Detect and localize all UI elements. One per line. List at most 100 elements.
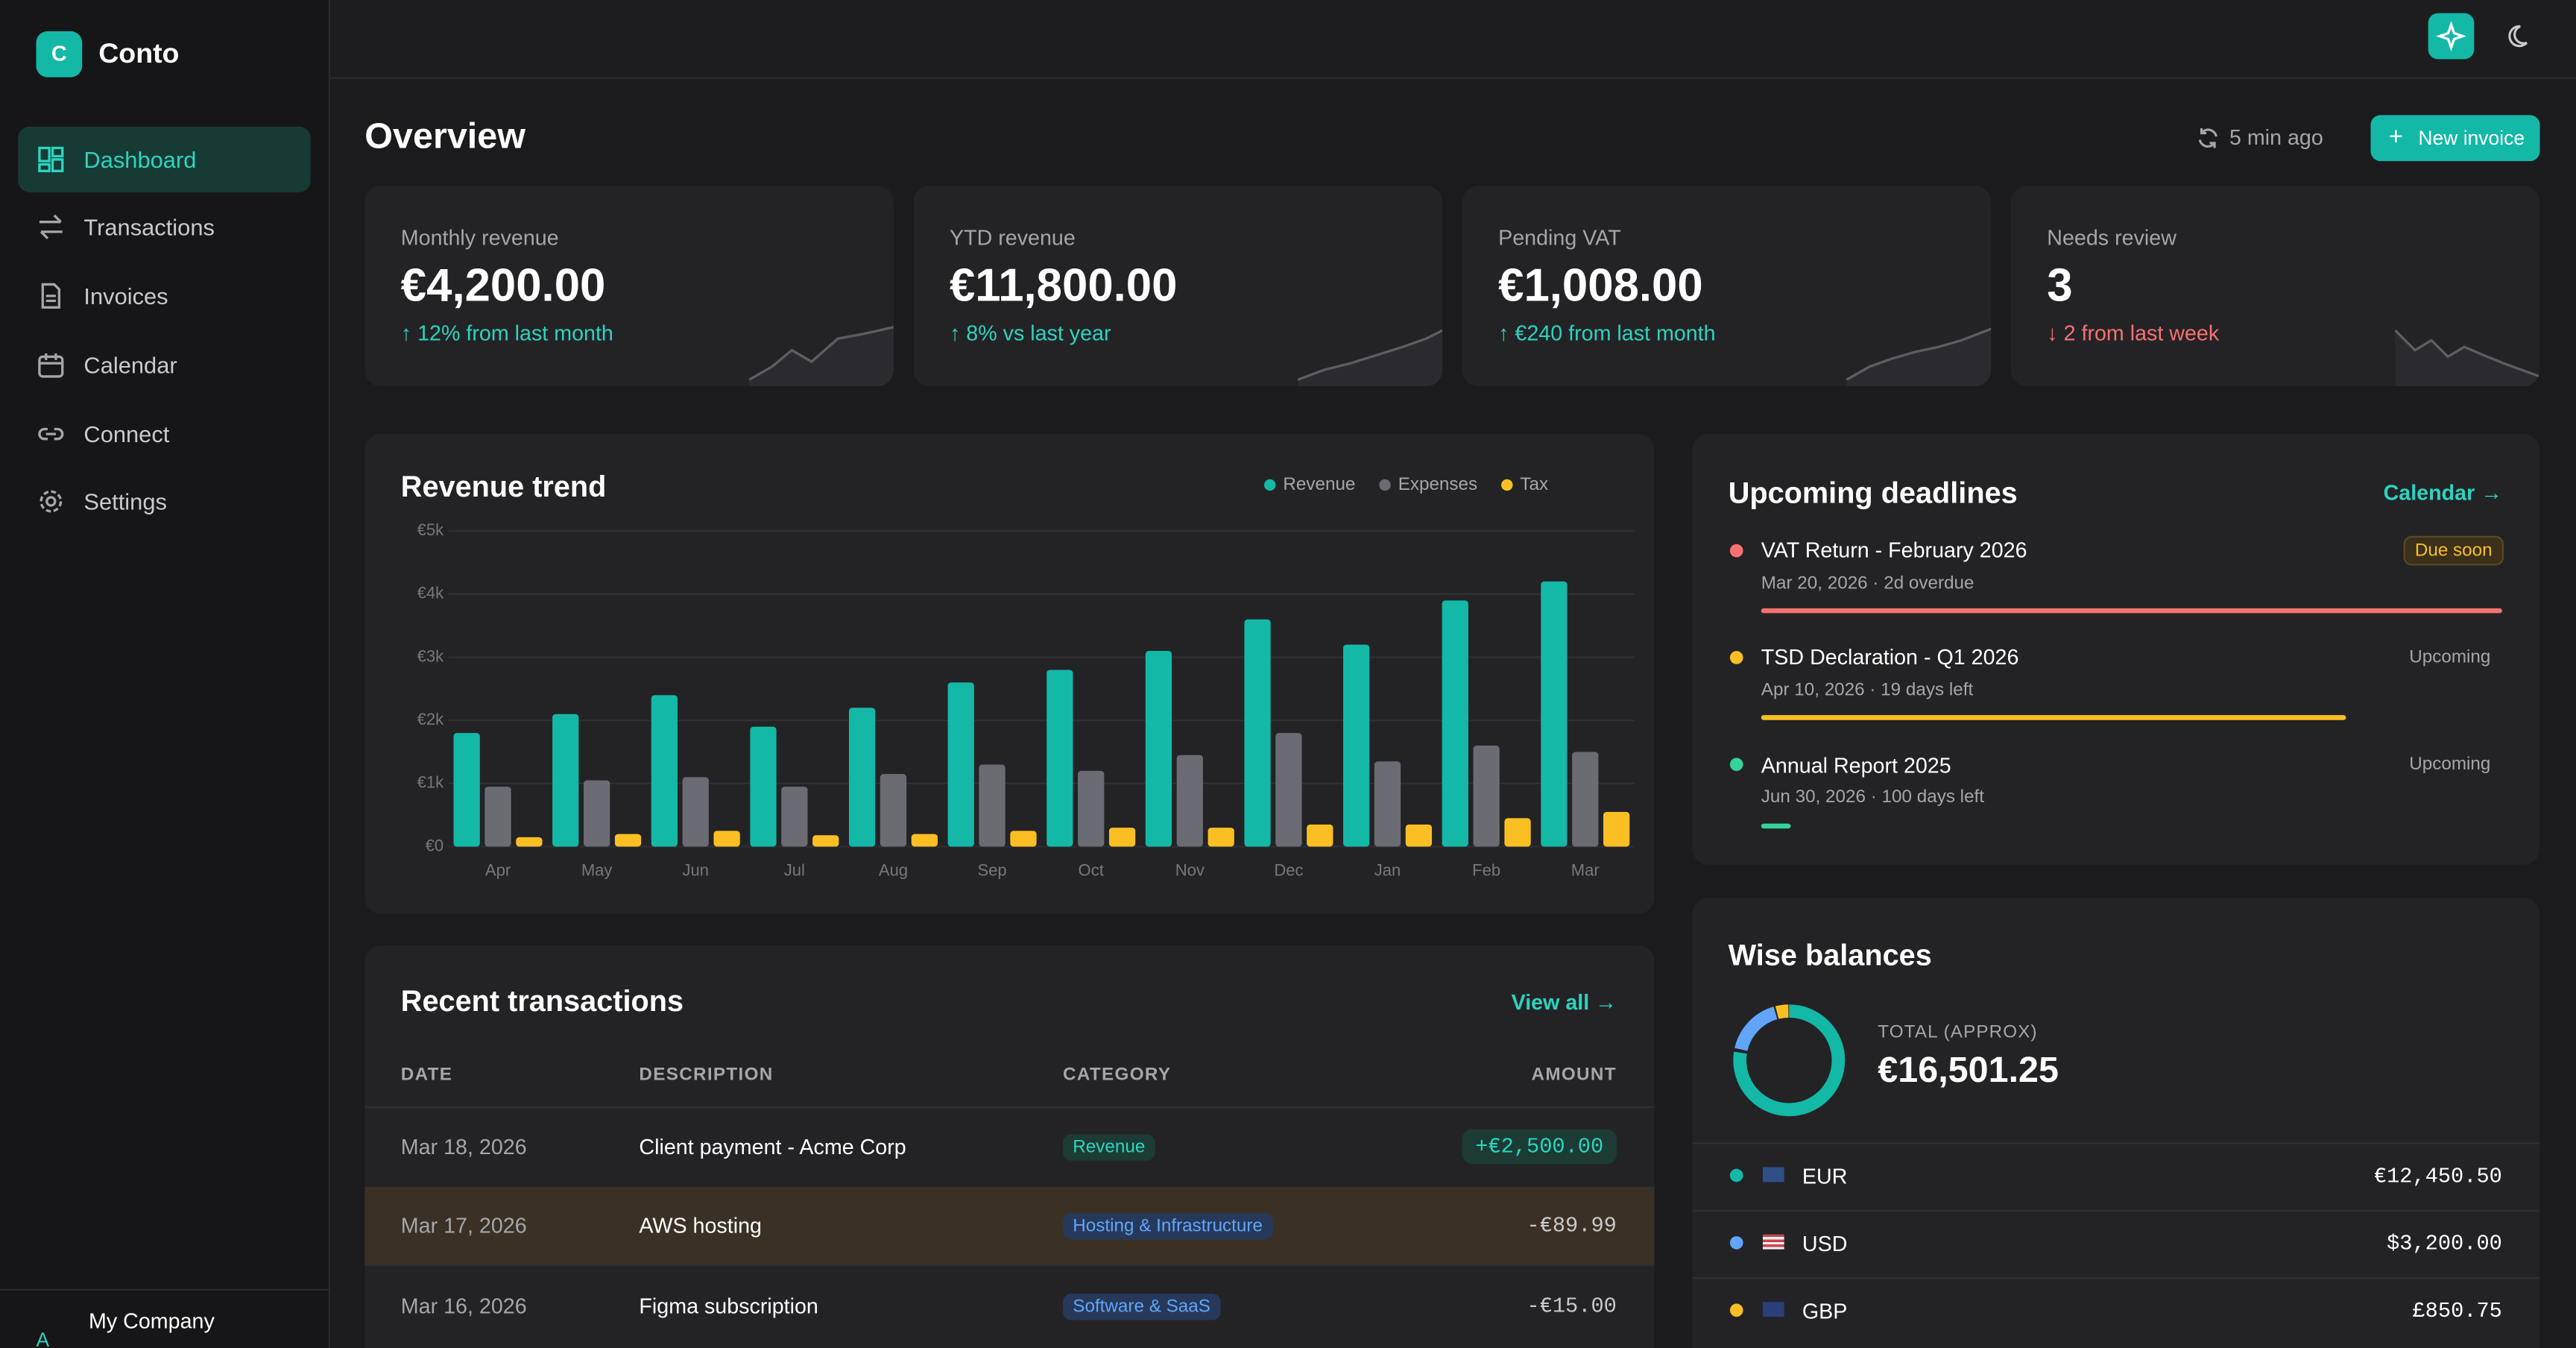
- nav-label: Settings: [83, 488, 167, 515]
- description-cell: Figma subscription: [639, 1294, 818, 1319]
- currency-dot: [1729, 1236, 1743, 1250]
- stat-change: ↑ 12% from last month: [400, 320, 613, 346]
- bar: [552, 714, 579, 847]
- date-cell: Mar 16, 2026: [400, 1294, 527, 1319]
- category-badge: Revenue: [1063, 1134, 1155, 1161]
- sparkline: [2394, 330, 2540, 387]
- deadlines-card: Upcoming deadlines Calendar → VAT Return…: [1692, 434, 2540, 865]
- legend-swatch: [1379, 479, 1391, 491]
- bar: [1473, 746, 1500, 847]
- stat-label: YTD revenue: [949, 225, 1076, 251]
- stat-card: YTD revenue €11,800.00 ↑ 8% vs last year: [913, 186, 1443, 387]
- deadline-title: VAT Return - February 2026: [1761, 538, 2027, 563]
- y-tick-label: €1k: [417, 773, 444, 792]
- legend-label: Tax: [1520, 474, 1548, 494]
- icon: [2436, 21, 2466, 51]
- x-tick-label: Sep: [977, 860, 1006, 879]
- status-dot: [1729, 544, 1743, 558]
- divider: [1692, 1277, 2540, 1279]
- icon: [40, 490, 63, 513]
- nav-item[interactable]: Calendar: [18, 332, 310, 397]
- category-badge: Software & SaaS: [1063, 1294, 1221, 1320]
- refresh-time: 5 min ago: [2229, 125, 2323, 150]
- bar: [1374, 761, 1401, 847]
- divider: [1692, 1209, 2540, 1212]
- legend-label: Expenses: [1398, 474, 1477, 494]
- bar: [947, 682, 974, 847]
- bar: [1010, 831, 1037, 847]
- view-all-link[interactable]: View all →: [1511, 989, 1617, 1015]
- amount-cell: -€89.99: [1527, 1213, 1617, 1238]
- icon: [38, 353, 64, 378]
- button-label: New invoice: [2418, 126, 2525, 150]
- bar: [750, 726, 777, 847]
- table-row[interactable]: Mar 18, 2026 Client payment - Acme Corp …: [364, 1106, 1655, 1187]
- card-title: Wise balances: [1728, 938, 1932, 972]
- status-dot: [1729, 758, 1743, 772]
- nav-item[interactable]: Connect: [18, 401, 310, 467]
- total-value: €16,501.25: [1878, 1048, 2059, 1090]
- bar: [1343, 644, 1370, 847]
- chart: €0 €1k €2k €3k €4k €5k Revenue Expenses Tax Apr Ma…: [417, 474, 1635, 879]
- bar: [1208, 828, 1234, 847]
- stat-value: €11,800.00: [949, 259, 1178, 311]
- y-tick-label: €3k: [417, 646, 444, 665]
- currency-dot: [1729, 1168, 1743, 1182]
- flag: [1762, 1234, 1784, 1250]
- nav-label: Calendar: [83, 351, 177, 379]
- bar: [682, 777, 709, 847]
- deadline-meta: Jun 30, 2026 · 100 days left: [1761, 787, 1985, 807]
- bar: [614, 834, 642, 847]
- card-title: Recent transactions: [400, 984, 684, 1018]
- total-label: TOTAL (APPROX): [1878, 1022, 2038, 1042]
- deadline-title: Annual Report 2025: [1761, 752, 1951, 778]
- bar: [880, 774, 907, 847]
- ai-button[interactable]: [2428, 13, 2475, 60]
- amount-cell: +€2,500.00: [1462, 1129, 1617, 1165]
- transactions-card: Recent transactions View all → DATE DESC…: [364, 945, 1655, 1348]
- bar: [1504, 818, 1531, 847]
- stat-card: Pending VAT €1,008.00 ↑ €240 from last m…: [1462, 186, 1992, 387]
- bar: [812, 835, 839, 847]
- category-badge: Hosting & Infrastructure: [1063, 1213, 1273, 1240]
- nav-item[interactable]: Dashboard: [18, 126, 311, 192]
- bar: [848, 708, 876, 847]
- status-badge: Upcoming: [2409, 755, 2491, 775]
- nav-item[interactable]: Transactions: [18, 194, 310, 259]
- stat-card: Monthly revenue €4,200.00 ↑ 12% from las…: [364, 186, 894, 387]
- table-row[interactable]: Mar 17, 2026 AWS hosting Hosting & Infra…: [364, 1186, 1655, 1264]
- new-invoice-button[interactable]: + New invoice: [2370, 115, 2540, 162]
- table-row[interactable]: Mar 16, 2026 Figma subscription Software…: [364, 1264, 1655, 1345]
- nav-item[interactable]: Settings: [18, 468, 310, 534]
- flag: [1762, 1167, 1784, 1182]
- topbar: [330, 0, 2576, 79]
- bar: [584, 780, 610, 847]
- company-name[interactable]: My Company: [89, 1308, 215, 1334]
- app-name: Conto: [98, 37, 180, 69]
- y-tick-label: €2k: [417, 710, 444, 728]
- icon: [38, 427, 64, 441]
- stat-change: ↑ €240 from last month: [1498, 320, 1716, 346]
- divider: [0, 1288, 329, 1291]
- x-tick-label: Oct: [1079, 860, 1104, 879]
- stat-label: Monthly revenue: [400, 225, 559, 251]
- legend-label: Revenue: [1283, 474, 1355, 494]
- bar: [781, 787, 808, 847]
- balance-amount: £850.75: [2412, 1298, 2502, 1323]
- currency-code: GBP: [1802, 1298, 1848, 1323]
- nav-item[interactable]: Invoices: [18, 263, 310, 329]
- bar: [1176, 755, 1203, 847]
- nav-label: Connect: [83, 421, 170, 447]
- sidebar: [0, 0, 331, 1348]
- bar: [1307, 824, 1333, 847]
- stat-value: 3: [2047, 259, 2073, 311]
- icon: [38, 146, 64, 172]
- bar: [979, 764, 1006, 847]
- theme-toggle[interactable]: [2502, 23, 2528, 49]
- column-header: DATE: [400, 1065, 453, 1086]
- calendar-link[interactable]: Calendar →: [2383, 479, 2502, 505]
- refresh-icon[interactable]: [2197, 127, 2220, 150]
- bar: [1108, 828, 1136, 847]
- balance-amount: €12,450.50: [2373, 1164, 2502, 1189]
